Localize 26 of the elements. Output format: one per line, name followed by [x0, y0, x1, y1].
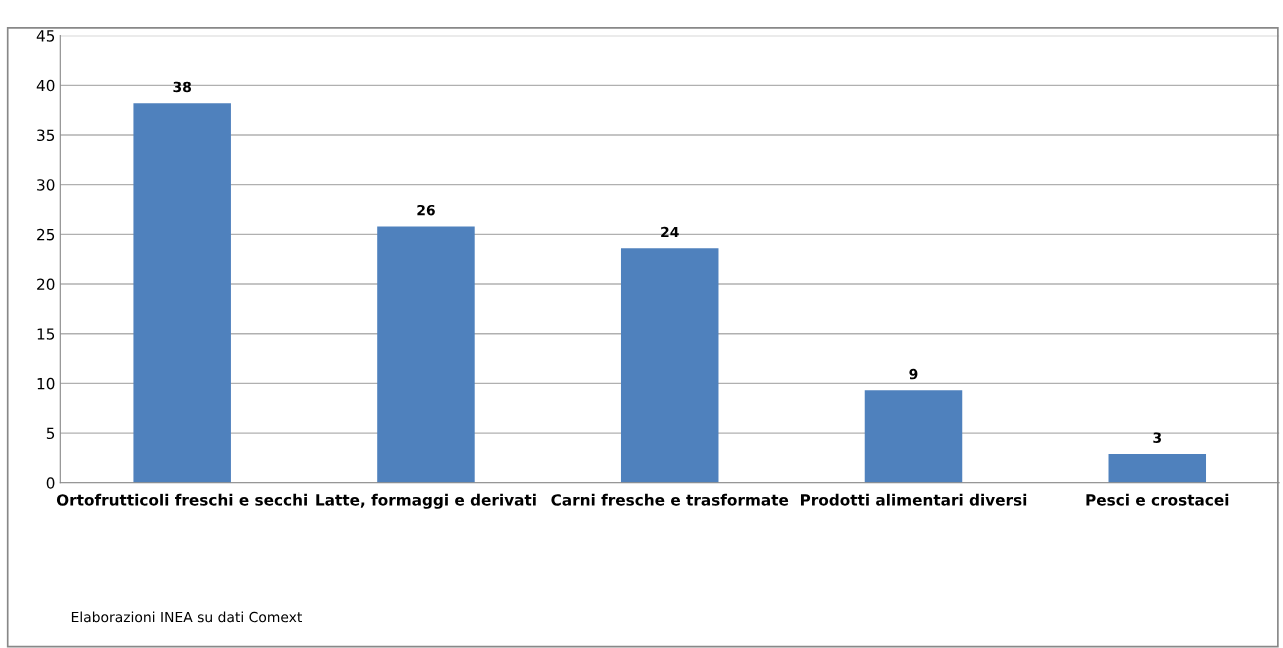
- data-label: 3: [1153, 432, 1161, 443]
- y-tick-label: 15: [37, 328, 55, 340]
- y-tick-label: 5: [46, 427, 55, 440]
- y-tick-label: 0: [46, 477, 55, 489]
- data-label: 24: [661, 226, 679, 238]
- x-tick-label: Latte, formaggi e derivati: [316, 493, 536, 509]
- data-label: 38: [173, 81, 191, 93]
- x-tick-label: Carni fresche e trasformate: [551, 493, 789, 506]
- bar: [620, 248, 719, 483]
- x-tick-label: Pesci e crostacei: [1086, 493, 1229, 506]
- data-label: 9: [909, 368, 918, 380]
- y-tick-label: 40: [36, 79, 55, 92]
- y-tick-label: 45: [36, 30, 55, 42]
- y-tick-label: 25: [37, 228, 55, 241]
- y-tick-label: 10: [37, 377, 55, 390]
- x-tick-label: Ortofrutticoli freschi e secchi: [56, 493, 307, 506]
- data-label: 26: [417, 204, 435, 216]
- text: Elaborazioni INEA su dati Comext: [71, 611, 302, 623]
- x-tick-label: Prodotti alimentari diversi: [800, 493, 1027, 506]
- bar: [1108, 453, 1207, 483]
- bar: [377, 226, 475, 483]
- y-tick-label: 35: [37, 129, 55, 142]
- y-tick-label: 20: [37, 278, 55, 291]
- bar: [864, 390, 963, 483]
- bar: [133, 103, 231, 483]
- y-tick-label: 30: [37, 179, 55, 191]
